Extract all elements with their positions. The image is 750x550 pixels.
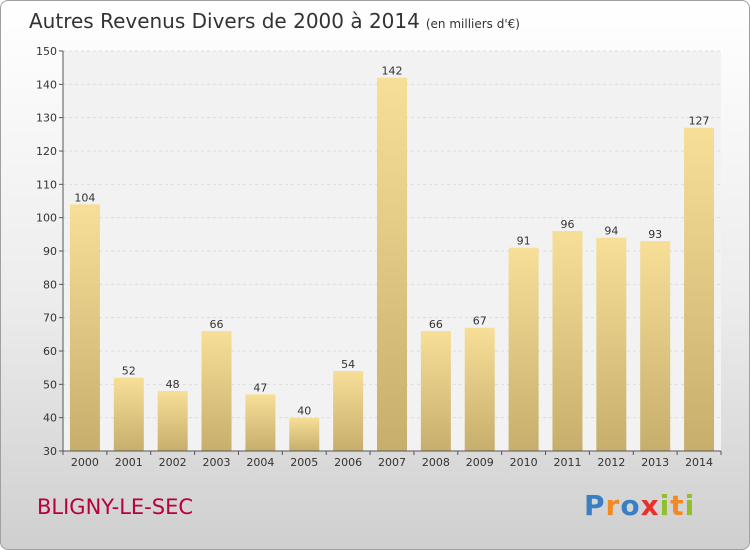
logo-letter: r	[605, 489, 621, 522]
value-label-2007: 142	[382, 65, 403, 78]
y-tick-label: 80	[43, 278, 57, 291]
bar-2003	[201, 331, 232, 451]
value-label-2006: 54	[341, 358, 355, 371]
y-tick-label: 100	[36, 212, 57, 225]
bar-2011	[552, 231, 583, 451]
value-label-2001: 52	[122, 365, 136, 378]
y-tick-label: 70	[43, 312, 57, 325]
logo-letter: i	[659, 489, 671, 522]
value-label-2004: 47	[253, 381, 267, 394]
value-label-2010: 91	[517, 235, 531, 248]
x-tick-label-2000: 2000	[71, 456, 99, 469]
x-tick-label-2004: 2004	[246, 456, 274, 469]
x-tick-label-2009: 2009	[466, 456, 494, 469]
y-tick-label: 130	[36, 112, 57, 125]
bar-2012	[596, 237, 627, 451]
x-tick-label-2010: 2010	[510, 456, 538, 469]
x-tick-label-2006: 2006	[334, 456, 362, 469]
bar-2010	[508, 247, 539, 451]
bar-2008	[420, 331, 451, 451]
value-label-2003: 66	[210, 318, 224, 331]
value-label-2011: 96	[560, 218, 574, 231]
value-label-2005: 40	[297, 405, 311, 418]
logo-letter: P	[584, 489, 606, 522]
logo-letter: o	[620, 489, 641, 522]
x-tick-label-2003: 2003	[203, 456, 231, 469]
bar-2005	[289, 417, 320, 451]
x-tick-label-2007: 2007	[378, 456, 406, 469]
bar-2004	[245, 394, 276, 451]
y-tick-label: 110	[36, 178, 57, 191]
y-tick-label: 140	[36, 78, 57, 91]
logo-letter: t	[670, 489, 685, 522]
value-label-2000: 104	[74, 191, 95, 204]
y-tick-label: 120	[36, 145, 57, 158]
value-label-2008: 66	[429, 318, 443, 331]
y-tick-label: 150	[36, 45, 57, 58]
value-label-2009: 67	[473, 315, 487, 328]
bar-2013	[640, 241, 671, 451]
y-tick-label: 30	[43, 445, 57, 458]
bar-2007	[377, 77, 407, 452]
logo-letter: x	[640, 489, 660, 522]
bar-2006	[333, 371, 364, 451]
chart-title: Autres Revenus Divers de 2000 à 2014 (en …	[29, 9, 520, 33]
value-label-2014: 127	[689, 115, 710, 128]
y-tick-label: 50	[43, 378, 57, 391]
value-label-2002: 48	[166, 378, 180, 391]
bar-2009	[464, 327, 495, 451]
x-tick-label-2013: 2013	[641, 456, 669, 469]
bar-2000	[69, 204, 100, 451]
x-tick-label-2012: 2012	[597, 456, 625, 469]
bar-2001	[113, 377, 144, 451]
value-label-2012: 94	[604, 225, 618, 238]
y-tick-label: 90	[43, 245, 57, 258]
x-tick-label-2001: 2001	[115, 456, 143, 469]
proxiti-logo: Proxiti	[584, 489, 695, 522]
bar-2014	[684, 127, 715, 452]
place-name: BLIGNY-LE-SEC	[37, 495, 194, 519]
y-tick-label: 40	[43, 412, 57, 425]
x-tick-label-2002: 2002	[159, 456, 187, 469]
x-tick-label-2005: 2005	[290, 456, 318, 469]
x-tick-label-2014: 2014	[685, 456, 713, 469]
y-tick-label: 60	[43, 345, 57, 358]
value-label-2013: 93	[648, 228, 662, 241]
x-tick-label-2008: 2008	[422, 456, 450, 469]
chart-title-main: Autres Revenus Divers de 2000 à 2014	[29, 9, 420, 33]
chart-title-unit: (en milliers d'€)	[425, 17, 520, 31]
bar-2002	[157, 391, 188, 451]
logo-letter: i	[684, 489, 696, 522]
x-tick-label-2011: 2011	[553, 456, 581, 469]
